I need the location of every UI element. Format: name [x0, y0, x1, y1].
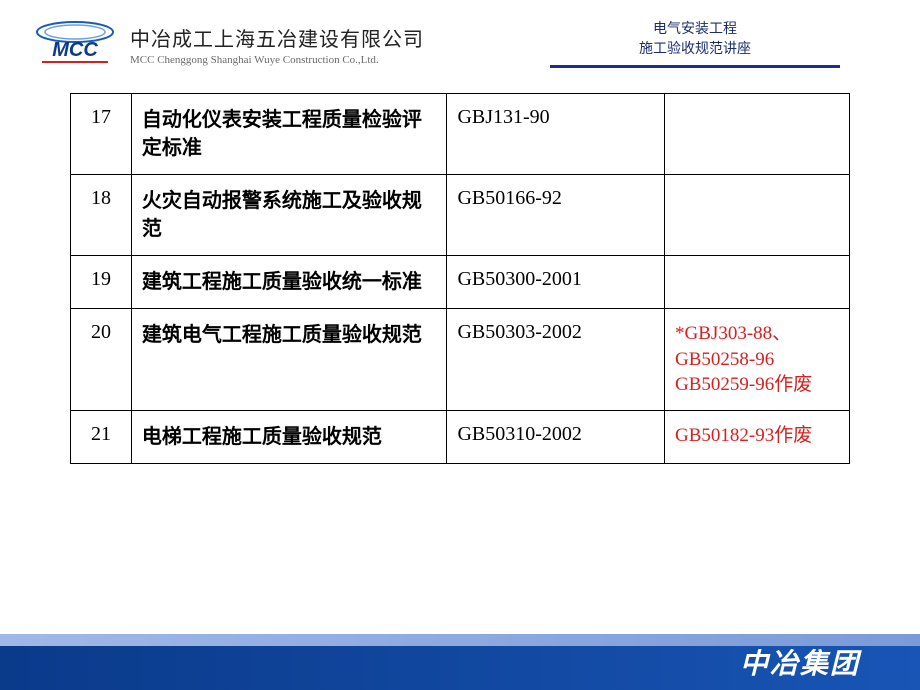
- standard-code: GB50303-2002: [447, 309, 665, 411]
- standards-table-container: 17 自动化仪表安装工程质量检验评定标准 GBJ131-90 18 火灾自动报警…: [70, 93, 850, 464]
- footer-band: 中冶集团: [0, 632, 920, 690]
- standard-note: [665, 94, 850, 175]
- header-right-title: 电气安装工程 施工验收规范讲座: [550, 20, 840, 68]
- row-number: 19: [71, 256, 132, 309]
- standard-name: 建筑工程施工质量验收统一标准: [131, 256, 447, 309]
- header-subtitle-2: 施工验收规范讲座: [550, 40, 840, 60]
- standard-note: [665, 256, 850, 309]
- standard-name: 自动化仪表安装工程质量检验评定标准: [131, 94, 447, 175]
- header-subtitle-1: 电气安装工程: [550, 20, 840, 40]
- company-name-en: MCC Chenggong Shanghai Wuye Construction…: [130, 54, 424, 66]
- company-text: 中冶成工上海五冶建设有限公司 MCC Chenggong Shanghai Wu…: [130, 23, 424, 66]
- table-body: 17 自动化仪表安装工程质量检验评定标准 GBJ131-90 18 火灾自动报警…: [71, 94, 850, 464]
- standard-code: GBJ131-90: [447, 94, 665, 175]
- header-underline: [550, 65, 840, 68]
- standard-code: GB50300-2001: [447, 256, 665, 309]
- company-name-cn: 中冶成工上海五冶建设有限公司: [130, 23, 424, 52]
- standard-note: GB50182-93作废: [665, 410, 850, 463]
- svg-text:MCC: MCC: [52, 39, 98, 61]
- mcc-logo-icon: MCC: [30, 20, 120, 68]
- row-number: 18: [71, 175, 132, 256]
- standard-note: *GBJ303-88、GB50258-96 GB50259-96作废: [665, 309, 850, 411]
- standard-name: 电梯工程施工质量验收规范: [131, 410, 447, 463]
- standard-code: GB50310-2002: [447, 410, 665, 463]
- standard-name: 建筑电气工程施工质量验收规范: [131, 309, 447, 411]
- footer-group-name: 中冶集团: [740, 642, 860, 682]
- row-number: 20: [71, 309, 132, 411]
- table-row: 21 电梯工程施工质量验收规范 GB50310-2002 GB50182-93作…: [71, 410, 850, 463]
- row-number: 17: [71, 94, 132, 175]
- logo-block: MCC 中冶成工上海五冶建设有限公司 MCC Chenggong Shangha…: [30, 20, 424, 68]
- table-row: 20 建筑电气工程施工质量验收规范 GB50303-2002 *GBJ303-8…: [71, 309, 850, 411]
- row-number: 21: [71, 410, 132, 463]
- table-row: 18 火灾自动报警系统施工及验收规范 GB50166-92: [71, 175, 850, 256]
- table-row: 19 建筑工程施工质量验收统一标准 GB50300-2001: [71, 256, 850, 309]
- standard-note: [665, 175, 850, 256]
- standards-table: 17 自动化仪表安装工程质量检验评定标准 GBJ131-90 18 火灾自动报警…: [70, 93, 850, 464]
- standard-name: 火灾自动报警系统施工及验收规范: [131, 175, 447, 256]
- table-row: 17 自动化仪表安装工程质量检验评定标准 GBJ131-90: [71, 94, 850, 175]
- slide-header: MCC 中冶成工上海五冶建设有限公司 MCC Chenggong Shangha…: [0, 0, 920, 68]
- standard-code: GB50166-92: [447, 175, 665, 256]
